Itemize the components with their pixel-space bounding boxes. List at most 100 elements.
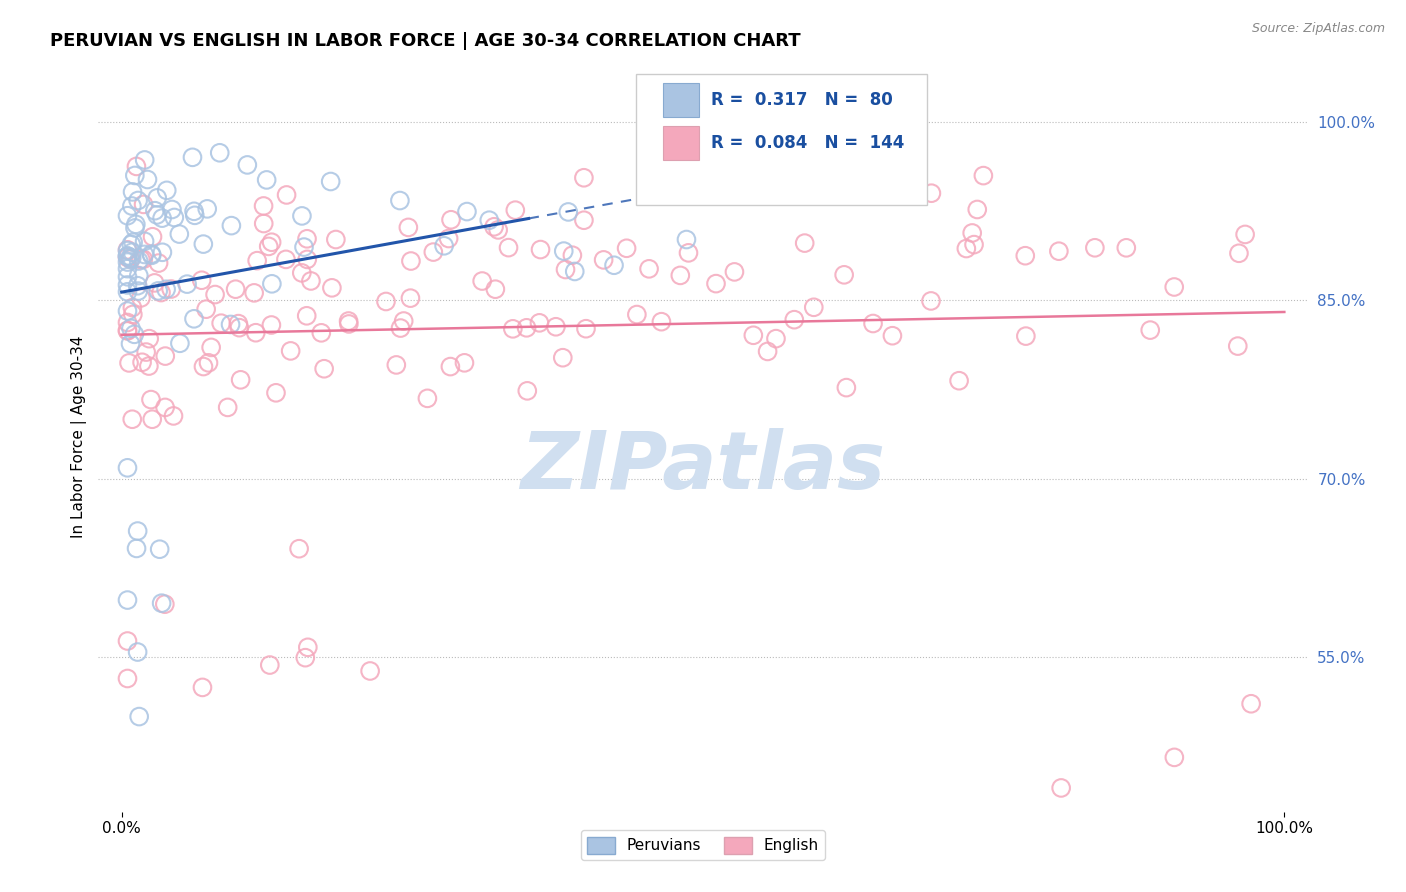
Point (966, 202, 988, 217)
Point (155, 282, 177, 296)
Point (835, 381, 858, 395)
Point (416, 392, 439, 406)
Point (1139, 323, 1161, 337)
Point (502, 322, 524, 336)
Point (554, 262, 576, 277)
Point (117, 304, 139, 318)
Point (146, 191, 169, 205)
Point (117, 269, 139, 284)
Point (1227, 246, 1250, 260)
Point (245, 326, 267, 340)
Point (122, 235, 145, 250)
Point (129, 252, 152, 267)
Point (960, 226, 983, 240)
Point (117, 249, 139, 263)
Point (963, 237, 986, 252)
Point (260, 277, 283, 291)
Point (117, 323, 139, 337)
Point (134, 153, 156, 167)
Point (146, 208, 169, 222)
Point (124, 169, 146, 183)
Point (121, 307, 143, 321)
Point (1047, 244, 1070, 259)
Point (711, 159, 734, 173)
Y-axis label: In Labor Force | Age 30-34: In Labor Force | Age 30-34 (72, 335, 87, 539)
Point (422, 245, 444, 260)
Point (163, 211, 186, 225)
Point (117, 285, 139, 299)
Point (288, 541, 311, 556)
Point (160, 282, 183, 296)
Point (616, 241, 638, 255)
Text: PERUVIAN VS ENGLISH IN LABOR FORCE | AGE 30-34 CORRELATION CHART: PERUVIAN VS ENGLISH IN LABOR FORCE | AGE… (51, 32, 800, 50)
Point (1050, 780, 1073, 795)
Point (124, 221, 146, 235)
Point (1163, 280, 1185, 294)
Point (121, 245, 143, 260)
Point (832, 268, 855, 282)
Point (704, 277, 727, 291)
Point (118, 356, 141, 370)
Point (153, 401, 176, 415)
Point (399, 291, 422, 305)
Point (120, 252, 142, 266)
Point (195, 302, 218, 317)
Point (131, 355, 153, 369)
Point (396, 220, 419, 235)
Point (128, 254, 150, 268)
Point (117, 460, 139, 475)
Point (120, 237, 142, 252)
Point (742, 328, 765, 343)
Point (117, 672, 139, 686)
Point (557, 205, 579, 219)
Point (121, 301, 143, 315)
Point (783, 312, 806, 326)
Point (152, 245, 174, 260)
Point (862, 317, 884, 331)
Point (948, 374, 970, 388)
Point (118, 252, 141, 266)
Point (117, 250, 139, 264)
Point (132, 252, 155, 267)
Point (257, 239, 280, 253)
Point (193, 237, 215, 252)
Point (274, 252, 297, 267)
Point (190, 273, 212, 287)
Point (117, 316, 139, 330)
Point (197, 356, 219, 370)
Point (121, 412, 143, 426)
Point (723, 265, 745, 279)
Point (246, 253, 269, 268)
Point (117, 634, 139, 648)
Point (359, 664, 381, 678)
Point (311, 326, 333, 340)
Point (669, 268, 692, 283)
Point (153, 597, 176, 611)
Point (117, 255, 139, 269)
Point (920, 186, 942, 201)
Point (117, 243, 139, 257)
Point (136, 172, 159, 186)
Point (793, 236, 815, 251)
Point (456, 204, 478, 219)
Point (129, 291, 152, 305)
Point (505, 203, 527, 218)
Point (150, 285, 173, 300)
Point (321, 281, 343, 295)
Point (141, 248, 163, 262)
Point (482, 219, 505, 234)
Point (882, 328, 904, 343)
Point (292, 240, 315, 254)
Point (135, 345, 157, 359)
Point (1015, 329, 1038, 343)
Point (803, 300, 825, 314)
Point (148, 256, 170, 270)
Point (260, 318, 283, 332)
Point (572, 213, 595, 227)
Point (650, 315, 672, 329)
Point (141, 229, 163, 244)
Point (204, 287, 226, 301)
Point (280, 343, 302, 358)
Point (337, 314, 360, 328)
Point (124, 327, 146, 342)
